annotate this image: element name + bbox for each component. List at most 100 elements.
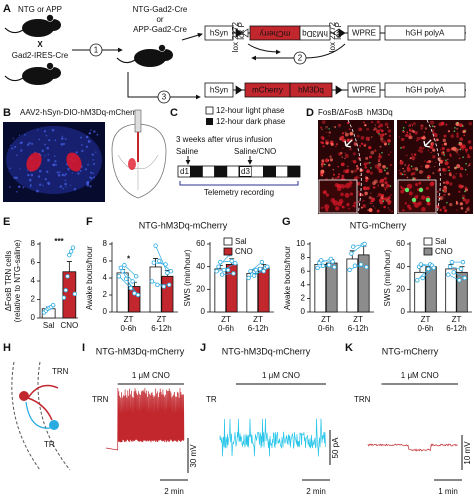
brain-texture	[52, 164, 55, 167]
region-border	[37, 361, 71, 471]
micrograph-texture	[420, 124, 424, 128]
x-tick-label: ZT	[353, 315, 363, 324]
micrograph-texture	[436, 205, 440, 209]
micrograph-texture	[444, 209, 448, 213]
data-point	[446, 272, 451, 277]
brain-texture	[67, 168, 70, 171]
inset-texture	[408, 191, 413, 196]
panel-label: A	[3, 3, 11, 15]
brain-texture	[43, 130, 47, 133]
micrograph-texture	[452, 175, 456, 179]
micrograph-texture	[368, 139, 370, 141]
micrograph-texture	[419, 146, 423, 150]
label: lox 2272	[231, 21, 240, 52]
micrograph-texture	[387, 207, 389, 209]
brain-texture	[64, 173, 67, 176]
micrograph-texture	[374, 149, 377, 152]
micrograph-texture	[379, 123, 383, 128]
micrograph-texture	[411, 124, 414, 127]
phase-cell	[275, 165, 289, 178]
micrograph-texture	[430, 120, 435, 125]
y-tick-label: 2	[31, 295, 36, 304]
data-point	[458, 266, 464, 272]
micrograph-texture	[454, 127, 456, 129]
micrograph-texture	[386, 126, 389, 129]
brain-texture	[19, 141, 22, 145]
construct-box	[384, 82, 466, 98]
micrograph-texture	[398, 136, 401, 138]
data-point	[155, 282, 160, 287]
brain-texture	[48, 139, 51, 142]
inset-texture	[341, 205, 345, 209]
micrograph-texture	[443, 154, 446, 156]
micrograph-texture	[389, 163, 392, 166]
micrograph-texture	[376, 166, 381, 170]
data-point	[418, 262, 424, 267]
brain-texture	[61, 173, 65, 177]
micrograph-texture	[429, 145, 434, 149]
micrograph-texture	[341, 174, 345, 178]
micrograph-texture	[376, 209, 380, 213]
label: hSyn	[210, 29, 228, 38]
data-point	[116, 274, 122, 279]
micrograph-texture	[466, 154, 470, 159]
data-point	[350, 244, 356, 249]
y-tick-label: 20	[196, 284, 205, 293]
micrograph-texture	[388, 134, 392, 138]
pair-line	[218, 253, 231, 267]
micrograph-texture	[421, 124, 423, 126]
scale-label: 30 mV	[189, 444, 198, 468]
micrograph-texture	[453, 130, 456, 132]
micrograph-texture	[402, 130, 405, 133]
micrograph-texture	[344, 153, 349, 158]
micrograph-texture	[455, 172, 457, 175]
brain-texture	[91, 153, 94, 156]
micrograph-texture	[411, 153, 414, 156]
micrograph-texture	[327, 163, 331, 167]
micrograph-texture	[462, 197, 467, 202]
brain-texture	[44, 177, 47, 181]
brain-texture	[93, 176, 95, 179]
micrograph-texture	[454, 148, 459, 153]
micrograph-texture	[324, 163, 326, 166]
mouse-tail	[4, 27, 24, 34]
micrograph-texture	[337, 173, 341, 176]
micrograph-texture	[464, 130, 466, 132]
data-point	[265, 264, 270, 269]
x-tick-label: 6-12h	[446, 324, 466, 333]
micrograph-texture	[436, 138, 439, 142]
micrograph-texture	[390, 194, 392, 196]
mouse-head	[45, 19, 61, 31]
step-circle	[293, 51, 307, 65]
micrograph-texture	[431, 160, 433, 163]
micrograph-texture	[343, 169, 347, 174]
micrograph-texture	[354, 169, 358, 173]
micrograph-texture	[398, 169, 401, 172]
micrograph-texture	[341, 132, 345, 135]
micrograph-texture	[432, 131, 435, 135]
micrograph-texture	[389, 151, 392, 153]
pair-line	[155, 245, 168, 274]
inset-texture	[425, 186, 429, 190]
label: AAV2-hSyn-DIO-	[20, 108, 81, 117]
inset-texture	[324, 204, 330, 210]
micrograph-texture	[384, 169, 386, 172]
micrograph-texture	[417, 149, 421, 152]
micrograph-texture	[410, 165, 413, 168]
label: APP-Gad2-Cre	[133, 25, 187, 34]
inset-texture	[426, 201, 431, 206]
injection-site	[128, 158, 136, 170]
micrograph-texture	[337, 123, 342, 128]
micrograph-texture	[423, 131, 426, 134]
micrograph-texture	[347, 165, 349, 168]
data-point	[216, 264, 221, 269]
micrograph-texture	[409, 158, 411, 160]
micrograph-texture	[404, 173, 406, 176]
legend-swatch	[223, 247, 233, 256]
micrograph-texture	[460, 144, 464, 149]
micrograph-texture	[468, 164, 471, 166]
data-point	[449, 259, 455, 265]
micrograph-texture	[455, 202, 459, 205]
micrograph-texture	[412, 177, 415, 180]
inset-texture	[335, 206, 340, 211]
